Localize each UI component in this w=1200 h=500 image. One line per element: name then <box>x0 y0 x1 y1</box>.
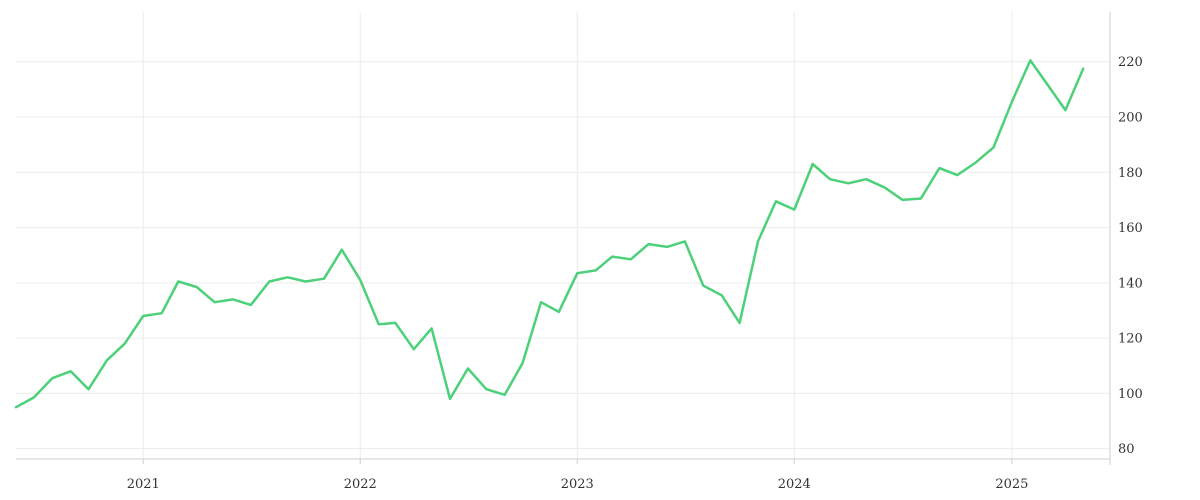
y-tick-label: 80 <box>1118 442 1135 457</box>
y-tick-label: 200 <box>1118 111 1143 126</box>
y-tick-label: 120 <box>1118 332 1143 347</box>
y-tick-label: 160 <box>1118 221 1143 236</box>
y-tick-label: 180 <box>1118 166 1143 181</box>
x-tick-label: 2025 <box>995 477 1028 492</box>
series-layer <box>14 59 1085 409</box>
y-tick-label: 220 <box>1118 55 1143 70</box>
x-tick-label: 2023 <box>561 477 594 492</box>
x-tick-label: 2024 <box>778 477 811 492</box>
y-tick-label: 100 <box>1118 387 1143 402</box>
x-tick-label: 2021 <box>127 477 160 492</box>
tick-labels: 80 100 120 140 160 180 200 220 2021 2022 2023 2024 2… <box>127 55 1143 492</box>
x-tick-label: 2022 <box>344 477 377 492</box>
axes <box>16 12 1111 465</box>
series-line <box>14 59 1085 409</box>
grid <box>16 12 1110 459</box>
y-tick-label: 140 <box>1118 276 1143 291</box>
